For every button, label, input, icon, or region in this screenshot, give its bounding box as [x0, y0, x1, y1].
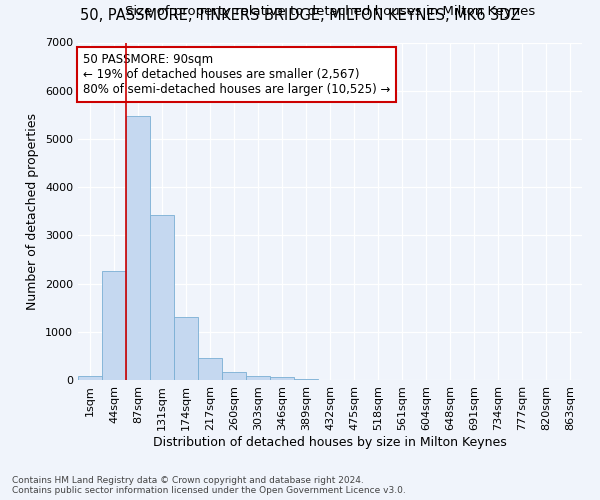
Bar	[102, 270, 126, 380]
Text: 50 PASSMORE: 90sqm
← 19% of detached houses are smaller (2,567)
80% of semi-deta: 50 PASSMORE: 90sqm ← 19% of detached hou…	[83, 52, 391, 96]
Bar	[174, 317, 198, 380]
Bar	[270, 378, 294, 380]
X-axis label: Distribution of detached houses by size in Milton Keynes: Distribution of detached houses by size …	[153, 436, 507, 448]
Bar	[294, 379, 318, 380]
Y-axis label: Number of detached properties: Number of detached properties	[26, 113, 40, 310]
Title: Size of property relative to detached houses in Milton Keynes: Size of property relative to detached ho…	[125, 4, 535, 18]
Bar	[150, 214, 174, 380]
Bar	[246, 376, 270, 380]
Bar	[78, 376, 102, 380]
Text: 50, PASSMORE, TINKERS BRIDGE, MILTON KEYNES, MK6 3DZ: 50, PASSMORE, TINKERS BRIDGE, MILTON KEY…	[80, 8, 520, 22]
Bar	[222, 372, 246, 380]
Text: Contains HM Land Registry data © Crown copyright and database right 2024.
Contai: Contains HM Land Registry data © Crown c…	[12, 476, 406, 495]
Bar	[126, 116, 150, 380]
Bar	[198, 358, 222, 380]
